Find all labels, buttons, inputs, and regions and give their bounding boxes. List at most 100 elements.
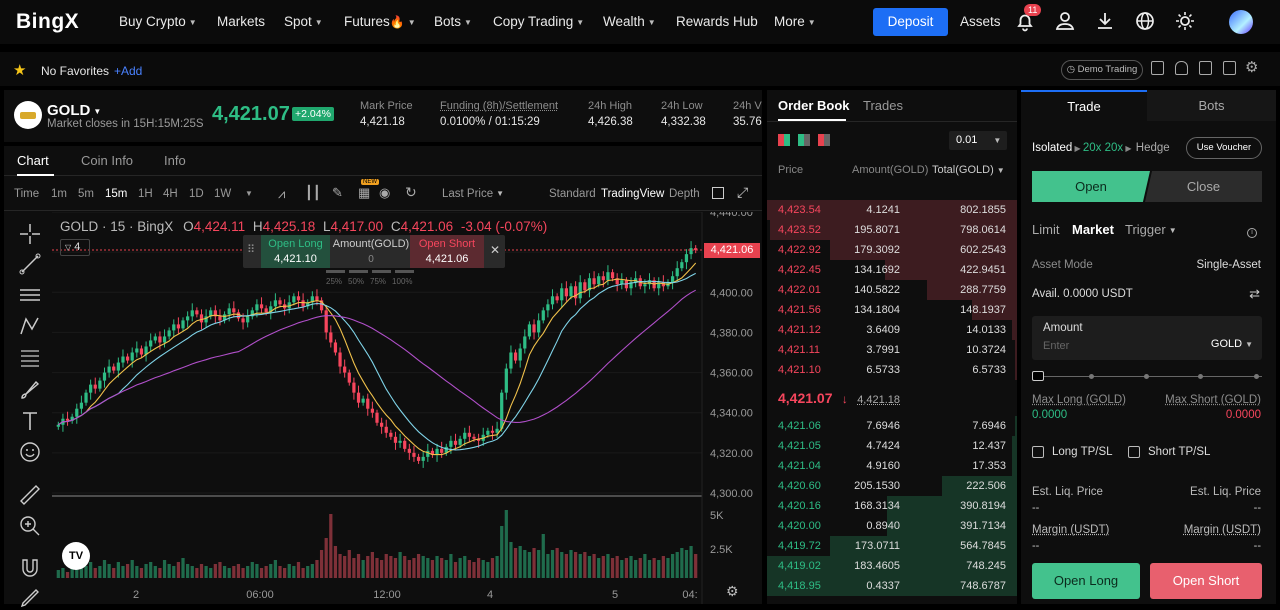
pencil-lock-icon[interactable] — [18, 586, 42, 610]
symbol-selector[interactable]: GOLD ▼ — [47, 102, 102, 119]
quick-percent-selector[interactable]: 25% 50% 75% 100% — [326, 270, 420, 286]
interval-dropdown-icon[interactable]: ▼ — [245, 189, 253, 198]
download-icon[interactable] — [1094, 10, 1116, 32]
user-icon[interactable] — [1054, 10, 1076, 32]
ask-row[interactable]: 4,421.56 134.1804 148.1937 — [767, 300, 1017, 320]
ob-view-bids-icon[interactable] — [798, 134, 810, 146]
bid-row[interactable]: 4,420.16 168.3134 390.8194 — [767, 496, 1017, 516]
refresh-icon[interactable]: ↻ — [405, 184, 417, 200]
ruler-icon[interactable] — [18, 483, 42, 507]
bid-row[interactable]: 4,419.72 173.0711 564.7845 — [767, 536, 1017, 556]
info-icon[interactable]: i — [1247, 228, 1257, 238]
tab-chart[interactable]: Chart — [17, 153, 49, 168]
pattern-icon[interactable] — [18, 314, 42, 338]
nav-bots[interactable]: Bots ▼ — [434, 14, 472, 29]
open-tab-button[interactable]: Open — [1032, 171, 1150, 202]
view-standard[interactable]: Standard — [549, 188, 596, 200]
view-depth[interactable]: Depth — [669, 188, 700, 200]
nav-markets[interactable]: Markets — [217, 14, 266, 29]
margin-settings[interactable]: Isolated ▶ 20x 20x ▶ Hedge — [1032, 142, 1170, 154]
nav-spot[interactable]: Spot ▼ — [284, 14, 323, 29]
candle-type-icon[interactable]: ┃┃ — [305, 185, 321, 200]
order-list-icon[interactable] — [1151, 61, 1164, 75]
magnet-icon[interactable] — [18, 556, 42, 580]
bid-row[interactable]: 4,421.05 4.7424 12.437 — [767, 436, 1017, 456]
ask-row[interactable]: 4,422.92 179.3092 602.2543 — [767, 240, 1017, 260]
demo-trading-button[interactable]: ◷ Demo Trading — [1061, 60, 1143, 80]
quick-open-long-button[interactable]: Open Long 4,421.10 — [261, 235, 330, 268]
close-tab-button[interactable]: Close — [1145, 171, 1262, 202]
ask-row[interactable]: 4,421.11 3.7991 10.3724 — [767, 340, 1017, 360]
ask-row[interactable]: 4,423.54 4.1241 802.1855 — [767, 200, 1017, 220]
nav-buy-crypto[interactable]: Buy Crypto ▼ — [119, 14, 197, 29]
bingx-logo[interactable]: BingX — [16, 10, 80, 33]
tradingview-logo[interactable]: TV — [62, 542, 90, 570]
ask-row[interactable]: 4,422.45 134.1692 422.9451 — [767, 260, 1017, 280]
ask-row[interactable]: 4,422.01 140.5822 288.7759 — [767, 280, 1017, 300]
nav-copy-trading[interactable]: Copy Trading ▼ — [493, 14, 585, 29]
interval-15m[interactable]: 15m — [105, 188, 128, 200]
precision-select[interactable]: 0.01 ▼ — [949, 131, 1007, 150]
avatar[interactable] — [1229, 10, 1253, 34]
indicator-icon[interactable]: ⩘ — [278, 186, 286, 201]
sun-icon[interactable] — [1174, 10, 1196, 32]
quick-amount-field[interactable]: Amount(GOLD) 0 — [332, 238, 410, 265]
order-type-trigger[interactable]: Trigger ▼ — [1125, 222, 1177, 237]
quick-open-short-button[interactable]: Open Short 4,421.06 — [410, 235, 484, 268]
nav-rewards-hub[interactable]: Rewards Hub — [676, 14, 758, 29]
last-price-select[interactable]: Last Price ▼ — [442, 188, 505, 200]
interval-1h[interactable]: 1H — [138, 188, 153, 200]
candlestick-chart[interactable]: 4,440.004,420.004,400.004,380.004,360.00… — [52, 212, 758, 604]
camera-icon[interactable]: ◉ — [379, 185, 391, 200]
bid-row[interactable]: 4,419.02 183.4605 748.245 — [767, 556, 1017, 576]
interval-time[interactable]: Time — [14, 188, 40, 200]
calendar-icon[interactable] — [1199, 61, 1212, 75]
ob-view-both-icon[interactable] — [778, 134, 790, 146]
order-type-limit[interactable]: Limit — [1032, 222, 1060, 237]
brush-icon[interactable] — [18, 378, 42, 402]
amount-slider[interactable] — [1032, 370, 1262, 384]
bid-row[interactable]: 4,418.95 0.4337 748.6787 — [767, 576, 1017, 596]
amount-input[interactable]: Amount Enter GOLD ▼ — [1032, 316, 1262, 360]
bid-row[interactable]: 4,421.04 4.9160 17.353 — [767, 456, 1017, 476]
long-tpsl-checkbox[interactable]: Long TP/SL — [1032, 446, 1113, 458]
settings-icon[interactable]: ⚙ — [1245, 59, 1259, 76]
bell-icon[interactable]: 11 — [1014, 4, 1042, 32]
tab-bots[interactable]: Bots — [1147, 90, 1276, 121]
fib-icon[interactable] — [18, 346, 42, 370]
tab-info[interactable]: Info — [164, 153, 186, 168]
tab-coin-info[interactable]: Coin Info — [81, 153, 134, 168]
ask-row[interactable]: 4,421.10 6.5733 6.5733 — [767, 360, 1017, 380]
unit-select[interactable]: GOLD ▼ — [1210, 338, 1253, 350]
asset-mode-value[interactable]: Single-Asset — [1196, 259, 1261, 271]
interval-1m[interactable]: 1m — [51, 188, 67, 200]
nav-wealth[interactable]: Wealth ▼ — [603, 14, 656, 29]
text-tool-icon[interactable] — [18, 409, 42, 433]
use-voucher-button[interactable]: Use Voucher — [1186, 137, 1262, 159]
template-icon[interactable]: ✎ — [332, 185, 343, 200]
tab-trade[interactable]: Trade — [1021, 90, 1147, 121]
interval-4h[interactable]: 4H — [163, 188, 178, 200]
chart-settings-icon[interactable]: ⚙ — [726, 583, 739, 599]
single-chart-icon[interactable] — [712, 187, 724, 199]
col-total[interactable]: Total(GOLD) ▼ — [932, 164, 1005, 176]
interval-1d[interactable]: 1D — [189, 188, 204, 200]
ob-view-asks-icon[interactable] — [818, 134, 830, 146]
nav-futures[interactable]: Futures🔥 ▼ — [344, 14, 416, 29]
interval-1w[interactable]: 1W — [214, 188, 232, 200]
view-tradingview[interactable]: TradingView — [601, 188, 665, 200]
star-icon[interactable]: ★ — [13, 62, 27, 79]
interval-5m[interactable]: 5m — [78, 188, 94, 200]
ask-row[interactable]: 4,423.52 195.8071 798.0614 — [767, 220, 1017, 240]
bid-row[interactable]: 4,420.60 205.1530 222.506 — [767, 476, 1017, 496]
add-favorite-link[interactable]: +Add — [114, 64, 143, 78]
horizontal-lines-icon[interactable] — [18, 283, 42, 307]
bid-row[interactable]: 4,421.06 7.6946 7.6946 — [767, 416, 1017, 436]
nav-more[interactable]: More ▼ — [774, 14, 816, 29]
crosshair-icon[interactable] — [18, 222, 42, 246]
transfer-icon[interactable]: ⇄ — [1249, 286, 1260, 301]
tab-trades[interactable]: Trades — [863, 98, 903, 113]
indicator-toggle[interactable]: ▽ 4 — [60, 239, 90, 256]
zoom-icon[interactable] — [18, 514, 42, 538]
globe-icon[interactable] — [1134, 10, 1156, 32]
